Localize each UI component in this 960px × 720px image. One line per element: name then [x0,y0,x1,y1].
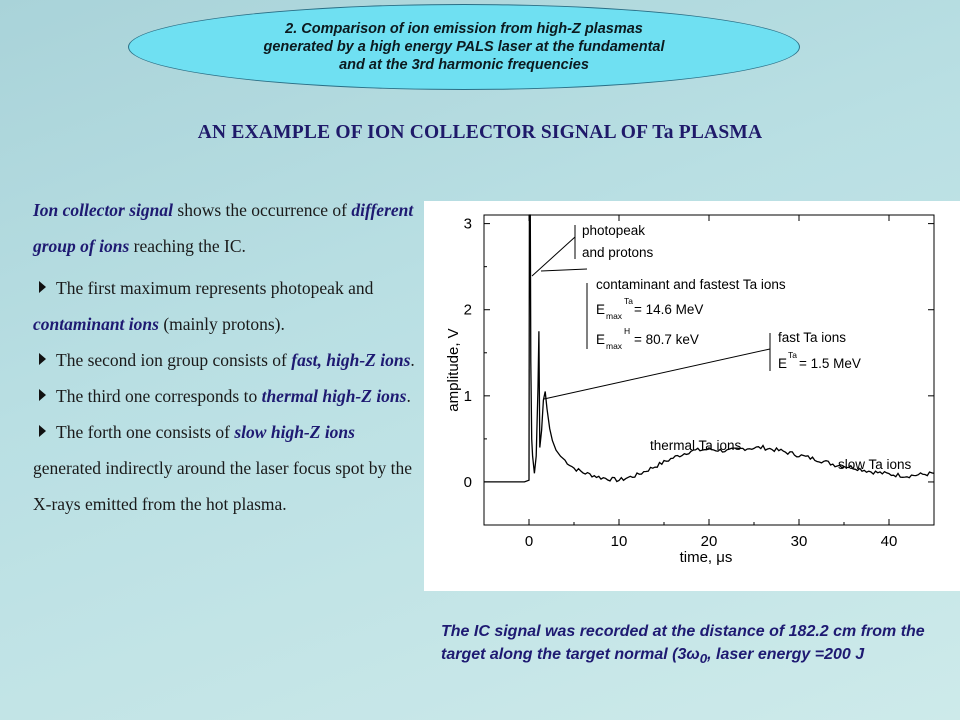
emax-h-sup: H [624,326,630,336]
caption-text-1: The IC signal was recorded at the distan… [441,623,925,663]
arrow-bullet-icon [39,425,46,437]
section-banner: 2. Comparison of ion emission from high-… [128,4,800,90]
photopeak-label-2: and protons [582,245,654,260]
emax-h-value: = 80.7 keV [634,332,699,347]
contaminant-emax-ta: E max Ta = 14.6 MeV [596,296,703,321]
thermal-label: thermal Ta ions [650,438,742,453]
x-tick-label: 30 [791,533,808,550]
caption-subscript: 0 [699,651,708,667]
bullet-4-text-2: generated indirectly around the laser fo… [33,458,413,514]
y-tick-label: 2 [464,302,472,319]
fast-leader [543,348,771,400]
emax-h-symbol: E [596,332,605,347]
y-tick-label: 0 [464,474,472,491]
ion-collector-chart: 0 10 20 30 40 0 1 2 3 amplitude, V time, μs phot… [424,201,960,591]
intro-highlight-1: Ion collector signal [33,200,174,220]
tick-group: 0 10 20 30 40 0 1 2 3 [464,215,934,550]
intro-highlight-2: different group of ions [33,200,414,256]
banner-line-3: and at the 3rd harmonic frequencies [339,57,589,73]
contaminant-title: contaminant and fastest Ta ions [596,277,786,292]
bullet-2-text-1: The second ion group consists of [56,350,292,370]
page-title: AN EXAMPLE OF ION COLLECTOR SIGNAL OF Ta… [197,122,763,143]
bullet-1-text-1: The first maximum represents photopeak a… [56,278,374,298]
arrow-bullet-icon [39,281,46,293]
emax-ta-value: = 14.6 MeV [634,302,703,317]
photopeak-label-1: photopeak [582,223,645,238]
bullet-3: The third one corresponds to thermal hig… [33,378,418,414]
bullet-4-highlight: slow high-Z ions [234,422,355,442]
bullet-4-text-1: The forth one consists of [56,422,235,442]
intro-text-2: reaching the IC. [129,236,246,256]
bullet-2-highlight: fast, high-Z ions [291,350,411,370]
chart-caption: The IC signal was recorded at the distan… [441,620,941,670]
plot-frame [483,214,935,526]
emax-ta-sub: max [606,311,623,321]
contaminant-emax-h: E max H = 80.7 keV [596,326,699,351]
x-tick-label: 40 [881,533,898,550]
fast-e-sup: Ta [788,350,797,360]
bullet-2: The second ion group consists of fast, h… [33,342,418,378]
emax-ta-sup: Ta [624,296,633,306]
bullet-1-text-2: (mainly protons). [158,314,285,334]
intro-paragraph: Ion collector signal shows the occurrenc… [33,192,418,264]
fast-e-symbol: E [778,356,787,371]
fast-title: fast Ta ions [778,330,846,345]
intro-text-1: shows the occurrence of [173,200,352,220]
signal-line [484,214,935,483]
x-tick-label: 20 [701,533,718,550]
y-tick-label: 1 [464,388,472,405]
banner-line-2: generated by a high energy PALS laser at… [263,39,665,55]
fast-energy: E Ta = 1.5 MeV [778,350,861,371]
arrow-bullet-icon [39,389,46,401]
bullet-4: The forth one consists of slow high-Z io… [33,414,418,522]
bullet-1-highlight: contaminant ions [33,314,159,334]
fast-e-value: = 1.5 MeV [799,356,861,371]
slow-label: slow Ta ions [838,457,912,472]
emax-h-sub: max [606,341,623,351]
x-axis-label: time, μs [680,549,733,566]
contaminant-leader [540,268,588,272]
caption-text-2: , laser energy =200 J [707,646,865,663]
banner-line-1: 2. Comparison of ion emission from high-… [285,21,643,37]
bullet-2-text-2: . [410,350,415,370]
arrow-bullet-icon [39,353,46,365]
y-axis-label: amplitude, V [445,328,462,411]
bullet-3-text-2: . [406,386,411,406]
photopeak-leader [531,236,576,277]
bullet-1: The first maximum represents photopeak a… [33,270,418,342]
chart-svg: 0 10 20 30 40 0 1 2 3 amplitude, V time, μs phot… [445,214,935,566]
bullet-3-highlight: thermal high-Z ions [261,386,407,406]
bullet-3-text-1: The third one corresponds to [56,386,262,406]
x-tick-label: 10 [611,533,628,550]
emax-ta-symbol: E [596,302,605,317]
caption-omega: ω [686,646,700,663]
y-tick-label: 3 [464,216,472,233]
x-tick-label: 0 [525,533,533,550]
description-text: Ion collector signal shows the occurrenc… [33,192,418,522]
